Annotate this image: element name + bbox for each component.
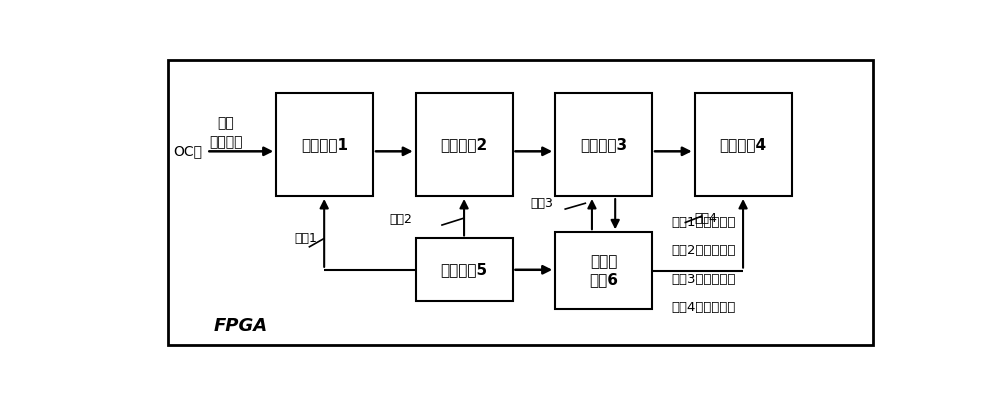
Text: 时钟3：采样时钟: 时钟3：采样时钟 xyxy=(671,273,736,286)
Bar xyxy=(416,239,512,301)
Text: 系统时钟5: 系统时钟5 xyxy=(440,262,488,277)
Text: 采样模块3: 采样模块3 xyxy=(580,137,627,152)
Text: 计算模块4: 计算模块4 xyxy=(720,137,767,152)
Bar xyxy=(695,93,792,196)
Bar xyxy=(416,93,512,196)
Text: FPGA: FPGA xyxy=(214,317,268,335)
Bar xyxy=(555,232,652,309)
Text: 时钟4：计算时钟: 时钟4：计算时钟 xyxy=(671,301,736,314)
Text: 时钟3: 时钟3 xyxy=(530,197,553,210)
Text: OC门: OC门 xyxy=(173,144,202,158)
Text: 速度信号: 速度信号 xyxy=(209,135,242,149)
Text: 时钟4: 时钟4 xyxy=(695,212,718,225)
Bar xyxy=(555,93,652,196)
Bar xyxy=(276,93,373,196)
Text: 时钟2：计数时钟: 时钟2：计数时钟 xyxy=(671,245,736,258)
Text: 风扇: 风扇 xyxy=(217,116,234,130)
Text: 计数模块2: 计数模块2 xyxy=(440,137,488,152)
Text: 时钟1: 时钟1 xyxy=(294,232,317,245)
Text: 时钟1：同步时钟: 时钟1：同步时钟 xyxy=(671,216,736,229)
Text: 时钟2: 时钟2 xyxy=(389,213,412,226)
Text: 同步模块1: 同步模块1 xyxy=(301,137,348,152)
Text: 计时器
模块6: 计时器 模块6 xyxy=(589,254,618,287)
